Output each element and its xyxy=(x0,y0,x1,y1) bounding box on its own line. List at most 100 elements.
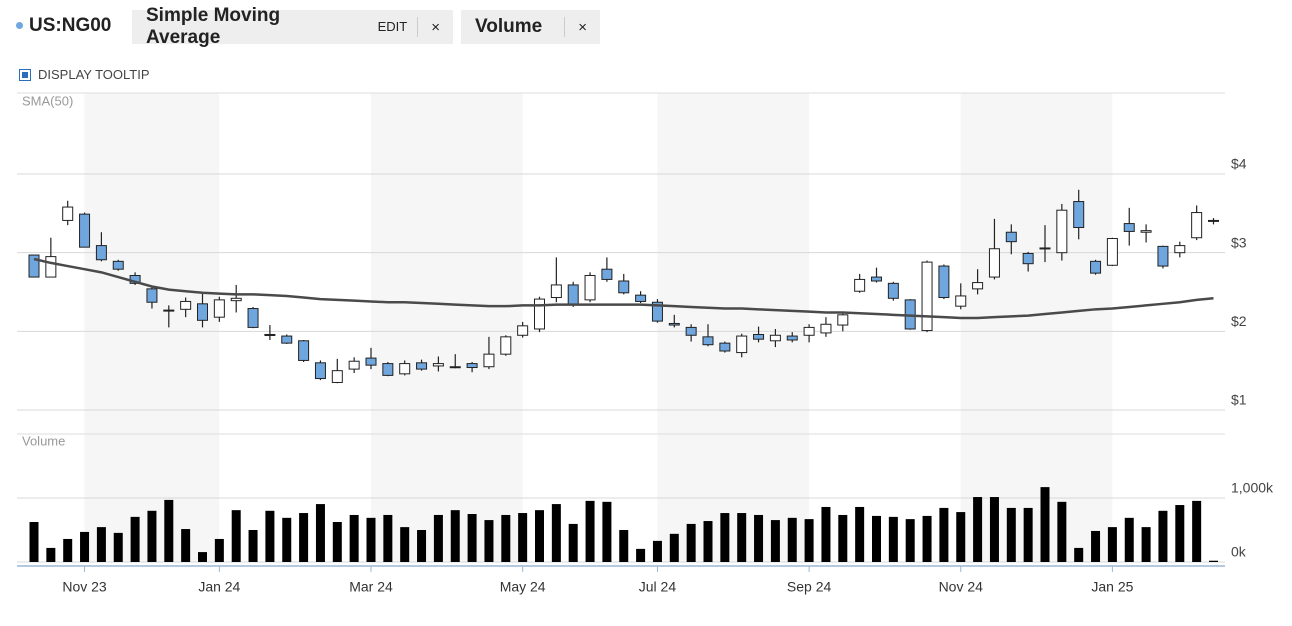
candle-body xyxy=(567,284,579,306)
volume-bar xyxy=(939,507,949,562)
volume-bar xyxy=(821,506,831,562)
candle-body xyxy=(837,314,849,326)
volume-bar xyxy=(922,515,932,562)
volume-bar xyxy=(417,530,427,562)
remove-button[interactable]: × xyxy=(431,18,440,36)
tooltip-label: DISPLAY TOOLTIP xyxy=(38,67,150,82)
candle-body xyxy=(550,284,562,299)
tooltip-toggle[interactable]: DISPLAY TOOLTIP xyxy=(19,67,150,82)
y-tick-label: 0k xyxy=(1231,544,1247,560)
volume-bar xyxy=(652,540,662,562)
candle-body xyxy=(786,335,798,341)
candle-body xyxy=(95,245,107,261)
volume-bar xyxy=(231,510,241,562)
candle-body xyxy=(230,297,242,302)
volume-bar xyxy=(686,523,696,562)
candle-body xyxy=(1073,201,1085,229)
volume-bar xyxy=(787,517,797,562)
volume-bar xyxy=(282,517,292,562)
candle-body xyxy=(1208,219,1219,222)
candle-body xyxy=(972,282,984,290)
candle-body xyxy=(1056,209,1068,254)
candle-body xyxy=(887,282,899,299)
candle-body xyxy=(736,335,748,354)
candle-body xyxy=(871,276,882,282)
x-tick-label: May 24 xyxy=(500,579,546,595)
volume-bar xyxy=(888,516,898,562)
volume-bar xyxy=(1158,510,1168,562)
y-tick-label: 1,000k xyxy=(1231,480,1274,496)
candle-body xyxy=(382,363,394,376)
candle-body xyxy=(180,300,192,310)
volume-bar xyxy=(366,517,376,562)
volume-bar xyxy=(467,514,477,562)
candle-body xyxy=(500,336,512,355)
candle-body xyxy=(685,326,697,336)
volume-bar xyxy=(551,504,561,562)
y-tick-label: $2 xyxy=(1231,313,1247,329)
candle-body xyxy=(702,336,714,346)
volume-bar xyxy=(63,538,73,562)
x-tick-label: Nov 24 xyxy=(939,579,984,595)
volume-bar xyxy=(518,513,528,562)
candle-body xyxy=(466,363,478,369)
x-tick-label: Sep 24 xyxy=(787,579,832,595)
volume-bar xyxy=(484,520,494,562)
toolbar: US:NG00 Simple Moving Average EDIT × Vol… xyxy=(0,0,1292,90)
volume-bar xyxy=(248,530,258,562)
candle-body xyxy=(820,323,832,334)
volume-bar xyxy=(754,514,764,562)
y-tick-label: $3 xyxy=(1231,234,1247,250)
volume-bar xyxy=(29,522,39,562)
candle-body xyxy=(264,333,276,336)
y-tick-label: $4 xyxy=(1231,156,1247,172)
candle-body xyxy=(247,308,259,328)
candle-body xyxy=(1140,230,1152,233)
candle-body xyxy=(1106,238,1118,266)
period-band xyxy=(84,93,220,562)
symbol: US:NG00 xyxy=(16,15,111,37)
candle-body xyxy=(365,357,377,366)
candle-body xyxy=(1191,212,1203,239)
edit-button[interactable]: EDIT xyxy=(368,17,419,37)
volume-bar xyxy=(1209,560,1218,562)
remove-button[interactable]: × xyxy=(578,18,587,36)
volume-bar xyxy=(450,510,460,562)
candle-body xyxy=(298,340,310,361)
candle-body xyxy=(668,322,680,326)
volume-bar xyxy=(96,527,106,562)
candle-body xyxy=(213,299,225,318)
volume-bar xyxy=(602,501,612,562)
x-tick-label: Jan 24 xyxy=(198,579,240,595)
volume-bar xyxy=(1091,530,1101,562)
candle-body xyxy=(618,280,630,294)
x-tick-label: Jan 25 xyxy=(1091,579,1133,595)
volume-bar xyxy=(989,497,999,562)
candle-body xyxy=(348,360,360,370)
volume-bar xyxy=(1040,487,1050,562)
volume-bar xyxy=(838,514,848,562)
x-tick-label: Jul 24 xyxy=(639,579,677,595)
checkbox[interactable] xyxy=(19,68,31,81)
volume-bar xyxy=(383,514,393,562)
candle-body xyxy=(432,363,444,367)
candle-body xyxy=(534,298,545,330)
x-tick-label: Mar 24 xyxy=(349,579,393,595)
candle-body xyxy=(1039,247,1051,250)
volume-bar xyxy=(720,513,730,562)
volume-bar xyxy=(46,547,56,562)
candle-body xyxy=(45,256,57,278)
volume-bar xyxy=(956,512,966,562)
candle-body xyxy=(416,362,428,370)
volume-bar xyxy=(905,519,915,562)
candle-body xyxy=(197,303,208,321)
volume-bar xyxy=(568,523,578,562)
candle-body xyxy=(483,353,495,368)
candle-body xyxy=(1123,223,1135,232)
candle-body xyxy=(803,326,815,336)
volume-bar xyxy=(1124,517,1134,562)
candle-body xyxy=(517,325,529,336)
volume-bar xyxy=(535,510,544,562)
candle-body xyxy=(584,274,596,301)
panel-label: Volume xyxy=(22,433,65,448)
